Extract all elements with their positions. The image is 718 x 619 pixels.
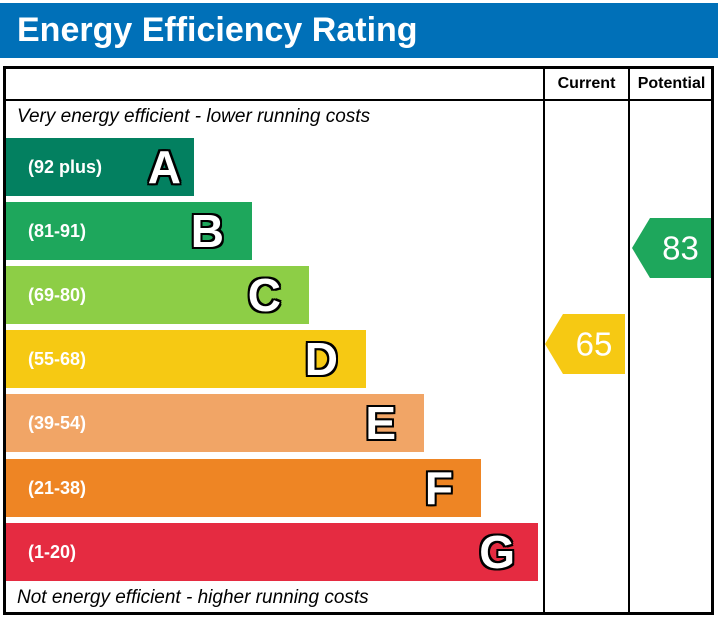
band-letter-f: F [424,462,453,514]
band-letter-c: C [247,269,281,321]
potential-arrow-shape [632,218,711,278]
band-row-e: (39-54) E [6,394,424,452]
band-row-c: (69-80) C [6,266,309,324]
band-range-label-f: (21-38) [28,477,87,498]
header-row-divider [3,99,714,101]
band-row-d: (55-68) D [6,330,366,388]
band-row-b: (81-91) B [6,202,252,260]
top-note: Very energy efficient - lower running co… [17,106,371,127]
band-range-label-g: (1-20) [28,541,77,562]
band-row-f: (21-38) F [6,459,481,517]
band-range-label-a: (92 plus) [28,156,103,177]
band-range-label-d: (55-68) [28,348,87,369]
potential-column-divider [628,66,630,615]
page-title: Energy Efficiency Rating [17,11,418,49]
band-letter-d: D [304,333,338,385]
band-letter-a: A [147,141,181,193]
band-range-label-b: (81-91) [28,220,87,241]
band-row-g: (1-20) G [6,523,538,581]
current-rating-arrow: 65 [545,314,625,374]
band-letter-e: E [365,397,396,449]
potential-rating-arrow: 83 [632,218,711,278]
band-letter-g: G [479,526,515,578]
band-letter-b: B [190,205,224,257]
bottom-note: Not energy efficient - higher running co… [17,587,369,608]
current-rating-value: 65 [576,326,613,363]
potential-column-header: Potential [637,75,706,92]
title-bar: Energy Efficiency Rating [0,3,718,58]
current-column-divider [543,66,545,615]
band-range-label-e: (39-54) [28,412,87,433]
current-column-header: Current [557,75,616,92]
band-range-label-c: (69-80) [28,284,87,305]
current-arrow-shape [545,314,625,374]
band-row-a: (92 plus) A [6,138,194,196]
potential-rating-value: 83 [662,230,699,267]
